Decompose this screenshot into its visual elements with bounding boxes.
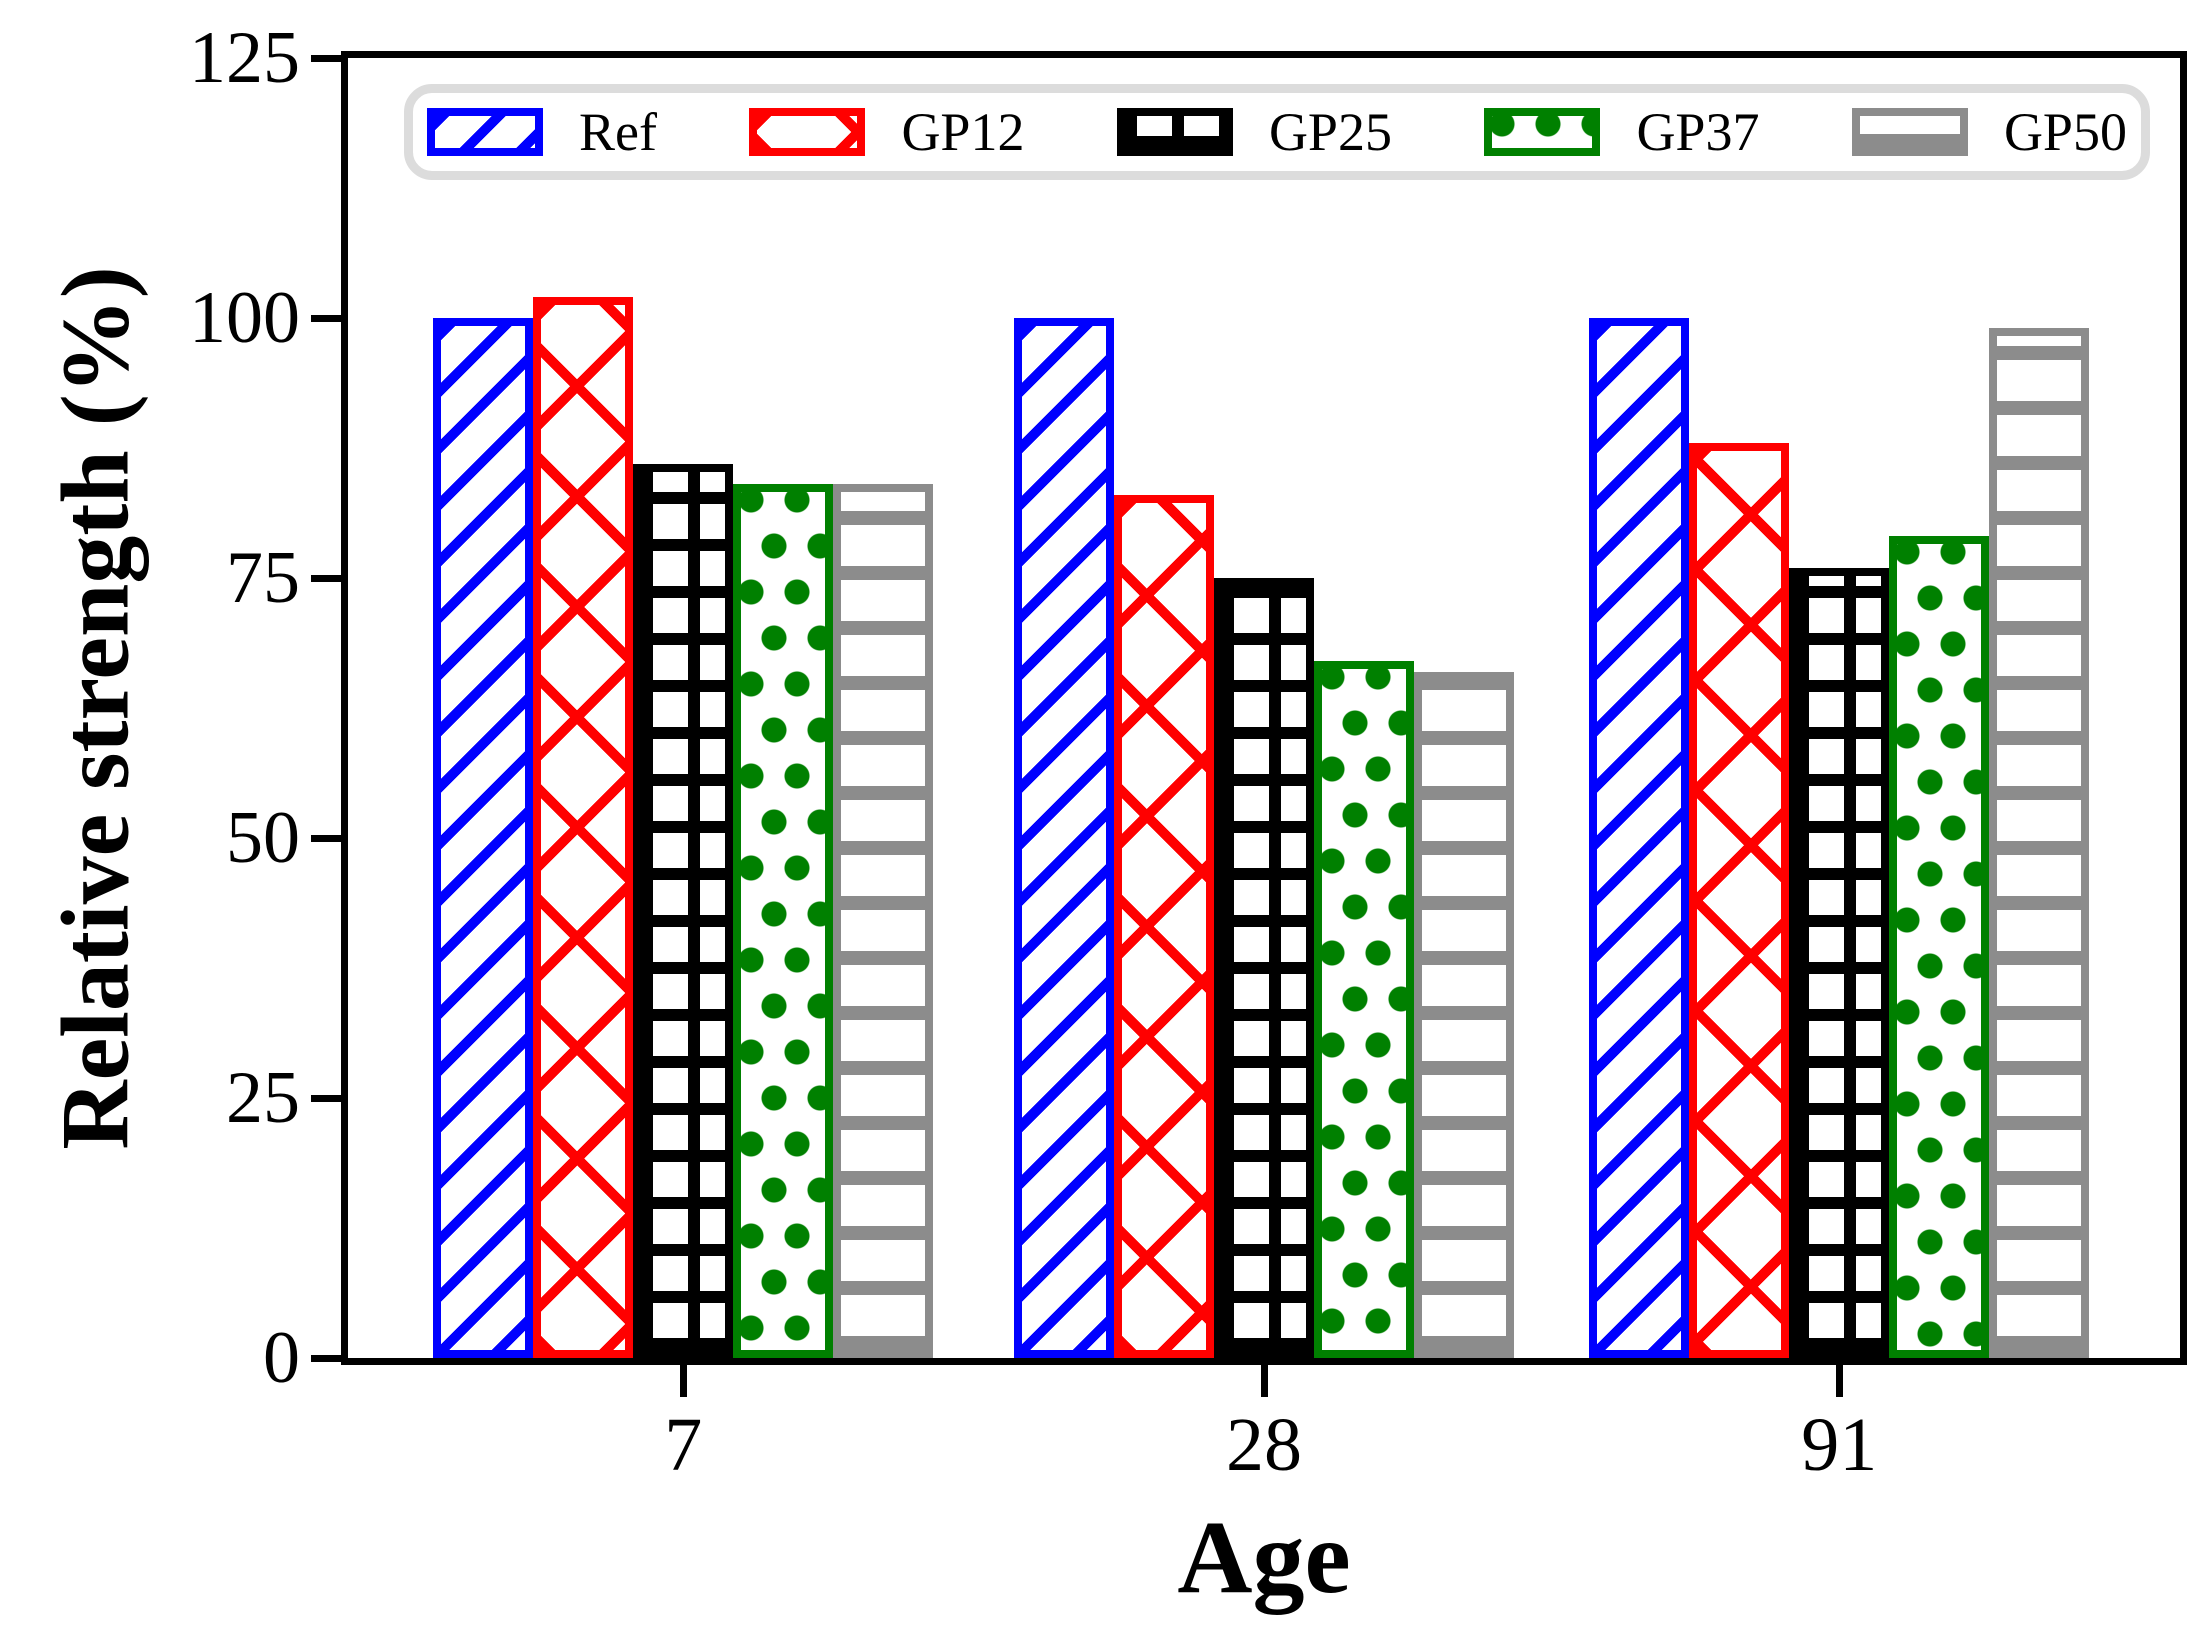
bar-gp37-age-7 [733, 484, 834, 1358]
bar-ref-age-91 [1589, 318, 1690, 1358]
y-tick [311, 1354, 341, 1362]
legend-label: GP25 [1268, 102, 1392, 162]
legend-label: Ref [579, 102, 657, 162]
x-axis-label: Age [1177, 1500, 1351, 1615]
bar-gp25-age-91 [1789, 567, 1890, 1358]
legend-swatch-grid-icon [1116, 108, 1233, 156]
bar-gp50-age-28 [1414, 671, 1514, 1358]
bar-ref-age-28 [1014, 318, 1114, 1358]
legend-label: GP12 [901, 102, 1025, 162]
legend-entry-gp25: GP25 [1116, 102, 1392, 162]
y-tick-label: 50 [226, 797, 300, 879]
legend-entry-gp50: GP50 [1851, 102, 2127, 162]
legend: Ref GP12 GP25 GP37 GP50 [404, 84, 2150, 180]
legend-swatch-hlines-icon [1851, 108, 1968, 156]
legend-swatch-diagonal-icon [427, 108, 543, 156]
y-tick [311, 834, 341, 842]
y-tick [311, 574, 341, 582]
bar-gp12-age-28 [1114, 494, 1214, 1358]
bar-gp50-age-91 [1989, 328, 2090, 1358]
x-tick [679, 1365, 687, 1397]
x-tick-label: 28 [1226, 1403, 1302, 1487]
y-tick [311, 1094, 341, 1102]
bar-ref-age-7 [433, 318, 534, 1358]
x-tick [1260, 1365, 1268, 1397]
x-tick-label: 91 [1801, 1403, 1878, 1487]
y-tick-label: 75 [226, 537, 300, 619]
y-tick-label: 100 [189, 277, 300, 359]
bar-gp12-age-7 [533, 297, 634, 1358]
bar-gp12-age-91 [1689, 442, 1790, 1358]
bar-gp50-age-7 [833, 484, 934, 1358]
y-tick [311, 54, 341, 62]
legend-label: GP50 [2003, 102, 2127, 162]
x-tick-label: 7 [664, 1403, 703, 1487]
y-tick-label: 0 [263, 1317, 300, 1399]
legend-entry-ref: Ref [427, 105, 657, 159]
legend-entry-gp12: GP12 [749, 105, 1024, 159]
bar-gp37-age-28 [1314, 661, 1414, 1358]
bar-gp25-age-28 [1214, 578, 1314, 1358]
legend-label: GP37 [1636, 102, 1760, 162]
legend-swatch-cross-icon [749, 108, 866, 156]
legend-entry-gp37: GP37 [1484, 105, 1759, 159]
y-tick-label: 25 [226, 1057, 300, 1139]
bar-gp25-age-7 [633, 463, 734, 1358]
y-tick-label: 125 [189, 17, 300, 99]
y-axis-label: Relative strength (%) [41, 266, 149, 1150]
legend-swatch-dots-icon [1484, 108, 1601, 156]
bar-gp37-age-91 [1889, 536, 1990, 1358]
x-tick [1835, 1365, 1843, 1397]
y-tick [311, 314, 341, 322]
